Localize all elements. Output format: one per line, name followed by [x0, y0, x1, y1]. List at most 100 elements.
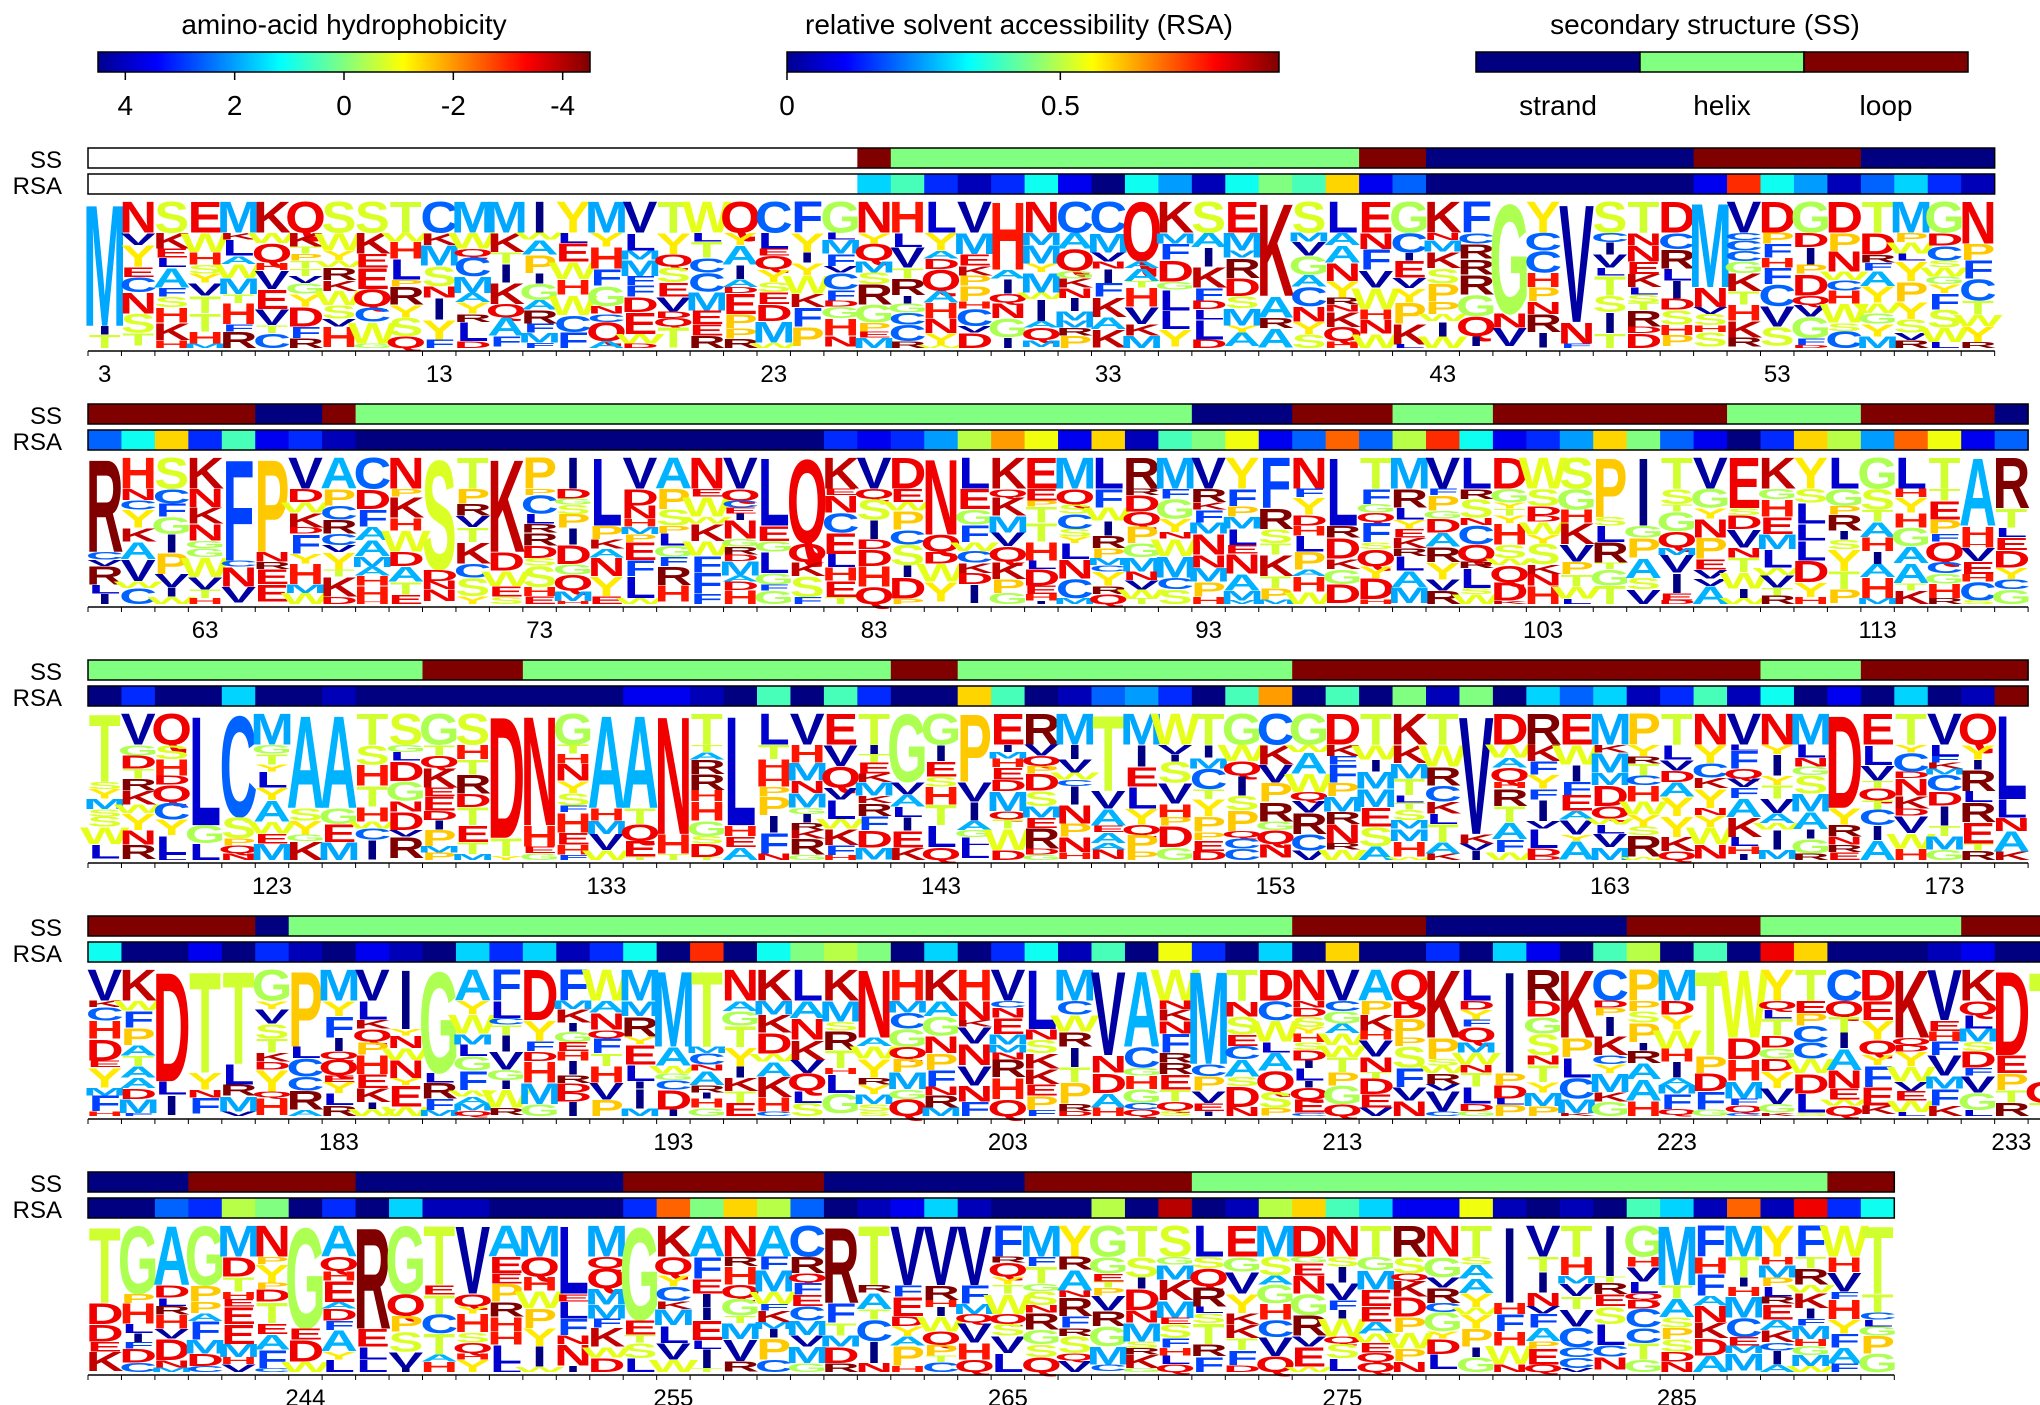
logo-letter: H	[588, 242, 626, 276]
logo-letter: A	[387, 563, 425, 587]
logo-letter: W	[1953, 312, 2003, 330]
logo-letter: S	[1927, 305, 1962, 333]
logo-letter: K	[788, 290, 826, 311]
logo-letter: Q	[753, 253, 794, 274]
logo-letter: K	[287, 229, 325, 251]
logo-letter: F	[624, 557, 656, 581]
logo-letter: S	[1358, 540, 1393, 551]
logo-letter: W	[247, 230, 297, 246]
logo-letter: D	[655, 310, 693, 320]
logo-letter: I	[1034, 294, 1049, 328]
logo-letter: F	[356, 505, 388, 532]
ss-cell	[1426, 1172, 1460, 1192]
logo-letter: Q	[787, 434, 828, 569]
ss-cell	[1325, 1172, 1360, 1192]
logo-letter: I	[566, 449, 581, 499]
logo-letter: Q	[988, 543, 1029, 566]
logo-letter: E	[154, 246, 189, 260]
ss-cell	[355, 148, 390, 168]
rsa-cell	[389, 174, 423, 194]
logo-letter: P	[522, 449, 557, 499]
logo-letter: M	[1220, 228, 1264, 256]
hydrophobicity-tick-label: 0	[336, 90, 352, 121]
logo-letter: N	[855, 1361, 893, 1375]
logo-letter: K	[153, 318, 191, 345]
logo-letter: C	[1524, 246, 1562, 280]
logo-letter: C	[521, 490, 559, 519]
logo-letter: D	[755, 300, 793, 326]
ss-cell	[1593, 1172, 1628, 1192]
ss-bar-frame	[87, 403, 2029, 425]
logo-letter: V	[1425, 449, 1460, 499]
logo-letter: R	[1123, 487, 1161, 497]
logo-letter: Q	[1456, 539, 1497, 567]
logo-letter: T	[1025, 503, 1058, 528]
ss-cell	[723, 1172, 758, 1192]
logo-letter: I	[1469, 334, 1484, 350]
logo-letter: W	[1418, 312, 1468, 323]
logo-letter: A	[922, 249, 960, 262]
logo-letter: E	[355, 251, 390, 272]
logo-letter: D	[956, 329, 994, 352]
ss-cell	[1258, 660, 1293, 680]
logo-letter: K	[688, 519, 727, 546]
rsa-cell	[656, 1198, 691, 1218]
logo-letter: A	[521, 236, 559, 259]
logo-letter: F	[223, 322, 255, 333]
logo-letter: C	[755, 1110, 793, 1117]
logo-letter: I	[365, 835, 380, 866]
logo-letter: M	[417, 240, 461, 272]
rsa-cell	[890, 174, 925, 194]
logo-letter: A	[1859, 267, 1897, 291]
logo-letter: G	[1456, 290, 1497, 323]
logo-letter: M	[1421, 237, 1465, 255]
logo-letter: F	[958, 1098, 990, 1121]
rsa-cell	[1292, 430, 1327, 450]
logo-letter: F	[1092, 484, 1124, 513]
ss-cell	[88, 916, 122, 936]
logo-letter: L	[1393, 505, 1425, 523]
logo-letter: V	[1191, 449, 1226, 499]
position-tick-label: 265	[988, 1385, 1028, 1405]
logo-letter: N	[721, 516, 759, 545]
logo-letter: P	[522, 487, 557, 497]
logo-letter: W	[1485, 556, 1535, 567]
logo-letter: N	[621, 503, 659, 523]
logo-letter: E	[121, 264, 156, 280]
rsa-cell	[1024, 430, 1059, 450]
logo-letter: N	[1056, 285, 1094, 301]
rsa-cell	[623, 174, 658, 194]
logo-letter: V	[823, 264, 858, 275]
rsa-cell	[723, 942, 758, 962]
logo-letter: V	[957, 324, 992, 334]
logo-letter: P	[656, 524, 691, 535]
ss-cell	[757, 916, 791, 936]
rsa-cell	[1024, 174, 1059, 194]
logo-letter: R	[119, 841, 157, 863]
ss-cell	[1091, 404, 1126, 424]
logo-letter: I	[1001, 275, 1016, 298]
ss-cell	[121, 404, 156, 424]
logo-letter: D	[1859, 228, 1897, 262]
rsa-cell	[154, 174, 189, 194]
logo-letter: W	[649, 1357, 699, 1376]
logo-letter: H	[1558, 507, 1596, 527]
logo-letter: H	[1825, 288, 1863, 308]
logo-letter: E	[1626, 259, 1661, 278]
rsa-cell	[957, 942, 992, 962]
logo-letter: T	[1728, 288, 1760, 309]
logo-letter: W	[448, 229, 498, 253]
logo-letter: V	[622, 193, 657, 243]
logo-letter: P	[154, 548, 189, 581]
logo-letter: S	[154, 449, 189, 499]
ss-cell	[1693, 660, 1728, 680]
logo-letter: S	[1291, 331, 1326, 353]
logo-letter: V	[288, 274, 323, 285]
logo-letter: E	[723, 288, 758, 320]
ss-cell	[1392, 404, 1427, 424]
logo-letter: F	[1025, 1108, 1057, 1118]
logo-letter: S	[857, 1110, 892, 1118]
logo-letter: I	[1001, 335, 1016, 352]
rsa-cell	[1325, 174, 1360, 194]
